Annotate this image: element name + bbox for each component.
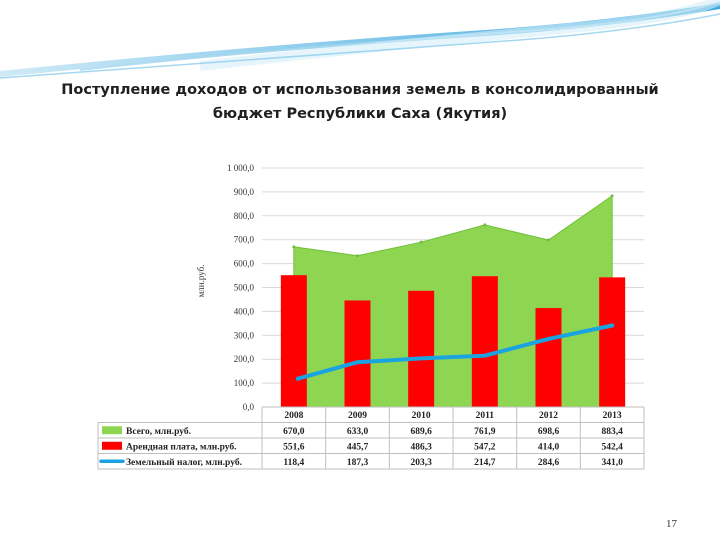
series-total-point: [292, 245, 296, 249]
legend-label: Арендная плата, млн.руб.: [126, 441, 237, 452]
series-rent-bar: [344, 300, 371, 407]
series-tax-point: [419, 356, 424, 361]
y-axis-label: млн.руб.: [196, 265, 206, 298]
data-label: 547,2: [474, 442, 496, 452]
data-label: 284,6: [538, 458, 560, 468]
y-tick-label: 300,0: [234, 330, 255, 340]
x-tick-label: 2011: [476, 411, 495, 421]
series-rent-bar: [408, 290, 435, 407]
data-label: 883,4: [601, 427, 623, 437]
series-total-point: [483, 223, 487, 227]
series-total-point: [610, 194, 614, 198]
series-tax-line: [295, 323, 615, 381]
series-total-point: [547, 238, 550, 242]
y-tick-label: 0,0: [243, 402, 255, 412]
page-title-line-1: Поступление доходов от использования зем…: [61, 82, 659, 98]
data-label: 203,3: [410, 458, 432, 468]
slide-number: 17: [666, 518, 677, 530]
series-tax-point: [295, 376, 300, 381]
series-rent-bar: [471, 276, 498, 407]
x-tick-label: 2009: [348, 411, 367, 421]
data-label: 414,0: [538, 442, 560, 452]
series-rent-bar: [280, 275, 307, 407]
legend-label: Земельный налог, млн.руб.: [126, 457, 242, 468]
data-label: 689,6: [410, 427, 432, 437]
data-label: 118,4: [283, 458, 304, 468]
legend-label: Всего, млн.руб.: [126, 426, 191, 437]
header-wave-decoration: [0, 0, 720, 79]
series-total-point: [419, 240, 423, 244]
data-label: 698,6: [538, 427, 560, 437]
y-tick-label: 900,0: [234, 187, 255, 197]
series-tax-point: [482, 353, 487, 358]
series-tax-point: [546, 336, 551, 341]
data-label: 486,3: [410, 442, 432, 452]
x-tick-label: 2013: [603, 411, 622, 421]
y-tick-label: 700,0: [234, 235, 255, 245]
y-tick-label: 100,0: [234, 378, 255, 388]
legend-swatch: [102, 441, 122, 450]
y-tick-label: 200,0: [234, 354, 255, 364]
series-tax-point: [610, 323, 615, 328]
series-total-area: [293, 194, 613, 408]
x-tick-label: 2008: [284, 411, 303, 421]
y-tick-label: 800,0: [234, 211, 255, 221]
data-label: 551,6: [283, 442, 305, 452]
series-total-point: [356, 254, 359, 258]
data-label: 761,9: [474, 427, 496, 437]
y-tick-label: 500,0: [234, 283, 255, 293]
series-tax-point: [355, 360, 360, 365]
data-table: 2008 2009 2010 2011 2012 2013 Всего, млн.руб. 6…: [97, 407, 645, 470]
data-label: 445,7: [347, 442, 369, 452]
data-label: 542,4: [601, 442, 623, 452]
y-tick-label: 1 000,0: [227, 163, 255, 173]
data-label: 214,7: [474, 458, 496, 468]
x-tick-label: 2010: [412, 411, 431, 421]
legend-swatch: [102, 426, 122, 435]
data-label: 633,0: [347, 427, 369, 437]
series-rent-bar: [599, 277, 626, 407]
y-tick-label: 400,0: [234, 306, 255, 316]
y-tick-label: 600,0: [234, 259, 255, 269]
series-rent-bar: [535, 308, 562, 407]
data-label: 670,0: [283, 427, 305, 437]
x-tick-label: 2012: [539, 411, 558, 421]
data-label: 341,0: [601, 458, 623, 468]
data-label: 187,3: [347, 458, 369, 468]
page-title-line-2: бюджет Республики Саха (Якутия): [212, 106, 508, 122]
page-title: Поступление доходов от использования зем…: [30, 78, 690, 126]
